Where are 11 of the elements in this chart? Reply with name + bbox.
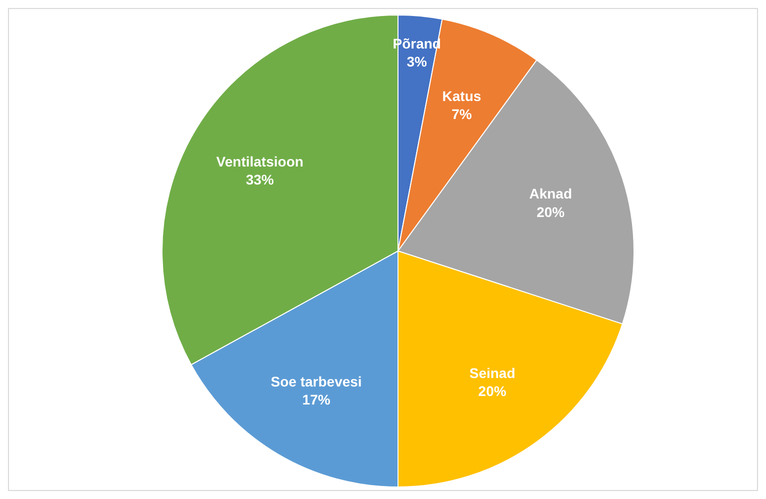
slice-label: Soe tarbevesi: [270, 373, 362, 390]
data-label: 3%: [406, 54, 428, 70]
slice-label: Seinad: [469, 365, 516, 382]
data-label: 33%: [246, 172, 274, 188]
data-label: 7%: [452, 106, 472, 122]
slice-label: Katus: [442, 88, 482, 104]
data-label: 20%: [478, 383, 507, 400]
data-label: 20%: [536, 204, 566, 220]
data-label: 17%: [302, 392, 331, 408]
slice-label: Ventilatsioon: [216, 154, 304, 170]
slice-label: Aknad: [529, 186, 572, 202]
